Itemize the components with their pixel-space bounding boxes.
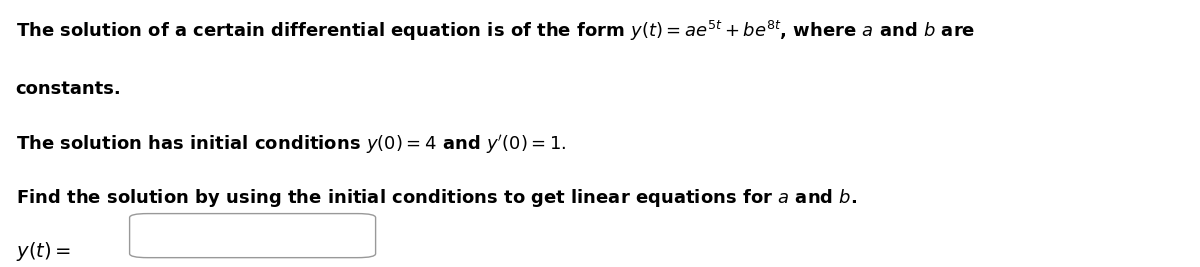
Text: The solution of a certain differential equation is of the form $y(t) = ae^{5t} +: The solution of a certain differential e… (16, 19, 974, 43)
Text: Find the solution by using the initial conditions to get linear equations for $a: Find the solution by using the initial c… (16, 187, 857, 209)
FancyBboxPatch shape (130, 214, 376, 258)
Text: $y(t) =$: $y(t) =$ (16, 240, 71, 263)
Text: constants.: constants. (16, 80, 121, 98)
Text: The solution has initial conditions $y(0) = 4$ and $y'(0) = 1.$: The solution has initial conditions $y(0… (16, 134, 566, 156)
